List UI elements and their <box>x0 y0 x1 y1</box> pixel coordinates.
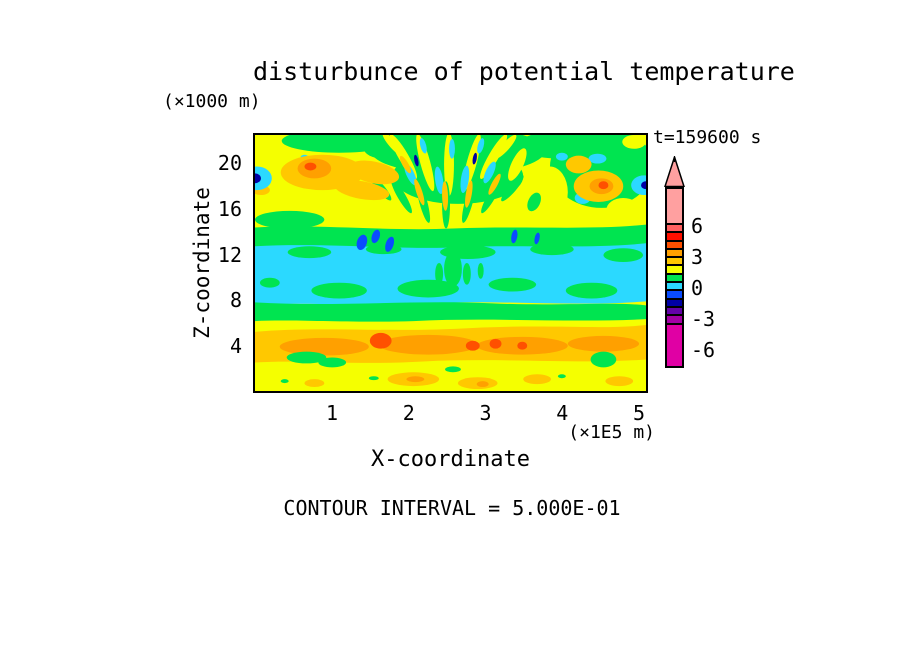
x-tick-label: 1 <box>325 401 339 425</box>
colorbar-tick-label: -3 <box>691 306 716 331</box>
contour-amber-band-orange <box>279 332 640 356</box>
colorbar-cell <box>665 322 684 369</box>
contour-right-warm-cell <box>565 155 624 202</box>
plot-area <box>253 133 648 393</box>
contour-bottom-patches <box>280 351 634 390</box>
x-tick-label: 2 <box>402 401 415 425</box>
y-tick-label: 12 <box>217 242 242 267</box>
colorbar-arrow-icon <box>664 156 685 187</box>
chart-title: disturbunce of potential temperature <box>253 57 795 86</box>
x-tick-label: 3 <box>479 401 492 425</box>
x-axis-units: (×1E5 m) <box>568 422 655 443</box>
colorbar-cells <box>665 187 684 369</box>
contour-interval-note: CONTOUR INTERVAL = 5.000E-01 <box>283 496 621 520</box>
contour-blue-spots <box>356 152 540 252</box>
colorbar-tick-label: 3 <box>691 244 704 269</box>
colorbar-tick-label: 6 <box>691 214 704 238</box>
time-annotation: t=159600 s <box>653 127 762 148</box>
contour-edge-minima <box>255 166 646 196</box>
colorbar-tick-label: -6 <box>691 337 716 362</box>
x-tick-label: 4 <box>556 401 569 425</box>
contour-left-warm-cell <box>280 154 390 201</box>
y-tick-label: 8 <box>229 288 242 313</box>
colorbar-tick-label: 0 <box>691 275 704 300</box>
contour-green-band-lower <box>255 302 646 322</box>
colorbar-cell <box>665 187 684 225</box>
contour-cyan-band-green-patches <box>259 243 644 299</box>
x-tick-label: 5 <box>632 401 646 425</box>
contour-field <box>255 135 646 391</box>
y-tick-label: 16 <box>217 196 242 221</box>
x-axis-label: X-coordinate <box>371 447 530 472</box>
y-tick-label: 4 <box>229 334 242 358</box>
y-axis-units: (×1000 m) <box>163 91 261 112</box>
y-tick-label: 20 <box>217 151 242 175</box>
